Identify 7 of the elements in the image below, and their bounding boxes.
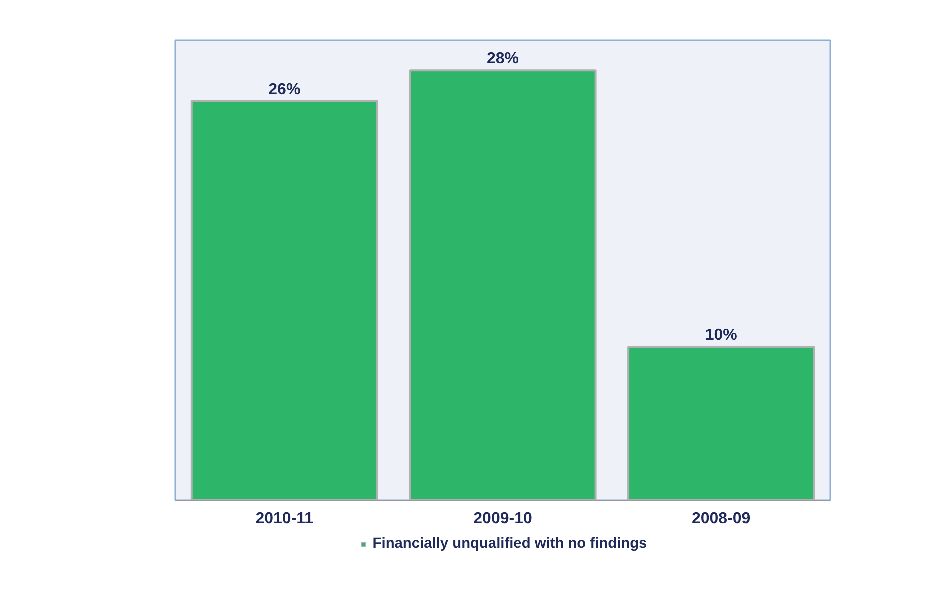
x-tick-label: 2008-09 <box>692 510 751 528</box>
legend-label: Financially unqualified with no findings <box>372 536 648 552</box>
data-label: 26% <box>268 81 301 98</box>
data-label: 28% <box>486 50 520 68</box>
x-tick-label: 2009-10 <box>474 510 532 528</box>
x-tick-label: 2010-11 <box>256 510 314 528</box>
data-label: 10% <box>705 326 738 344</box>
